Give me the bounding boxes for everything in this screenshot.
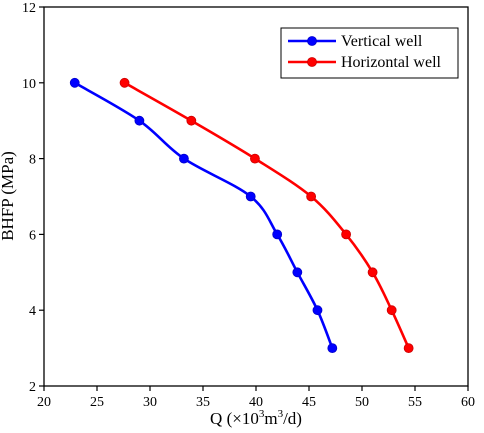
data-point-vertical-well [327, 343, 338, 354]
data-point-vertical-well [272, 229, 283, 240]
legend-marker-vertical-well [307, 36, 317, 46]
legend-label-vertical-well: Vertical well [341, 33, 423, 50]
y-tick-label: 4 [29, 304, 36, 319]
data-point-horizontal-well [250, 153, 260, 164]
axis-ticks: 20 25 30 35 40 45 50 55 60 2 4 6 8 10 12 [22, 1, 475, 410]
x-tick-label: 30 [143, 395, 157, 410]
data-point-horizontal-well [119, 77, 130, 88]
y-tick-label: 6 [29, 228, 36, 243]
data-point-horizontal-well [306, 191, 317, 202]
data-point-vertical-well [292, 267, 303, 278]
x-tick-label: 40 [249, 395, 263, 410]
x-tick-label: 25 [90, 395, 104, 410]
series-line-vertical-well [74, 81, 334, 349]
data-point-vertical-well [245, 191, 256, 202]
legend-label-horizontal-well: Horizontal well [341, 54, 442, 71]
y-tick-label: 2 [29, 380, 36, 395]
x-axis-title: Q (×103m3/d) [210, 408, 302, 428]
data-point-horizontal-well [403, 343, 414, 354]
x-tick-label: 35 [196, 395, 210, 410]
data-point-vertical-well [134, 115, 145, 126]
x-tick-label: 55 [408, 395, 422, 410]
y-axis-title: BHFP (MPa) [0, 151, 17, 241]
y-tick-label: 10 [22, 77, 36, 92]
legend-box [280, 27, 459, 79]
data-point-horizontal-well [386, 305, 397, 316]
x-tick-label: 45 [302, 395, 316, 410]
legend: Vertical well Horizontal well [280, 27, 459, 79]
x-tick-label: 60 [461, 395, 475, 410]
y-tick-label: 8 [29, 153, 36, 168]
y-tick-label: 12 [22, 1, 36, 16]
x-tick-label: 50 [355, 395, 369, 410]
data-point-vertical-well [312, 305, 323, 316]
data-point-horizontal-well [341, 229, 352, 240]
legend-marker-horizontal-well [307, 57, 317, 67]
data-point-horizontal-well [186, 115, 197, 126]
x-tick-label: 20 [37, 395, 51, 410]
data-point-vertical-well [179, 153, 189, 164]
series-layer [69, 77, 414, 354]
data-point-horizontal-well [367, 267, 378, 278]
data-point-vertical-well [69, 77, 80, 88]
